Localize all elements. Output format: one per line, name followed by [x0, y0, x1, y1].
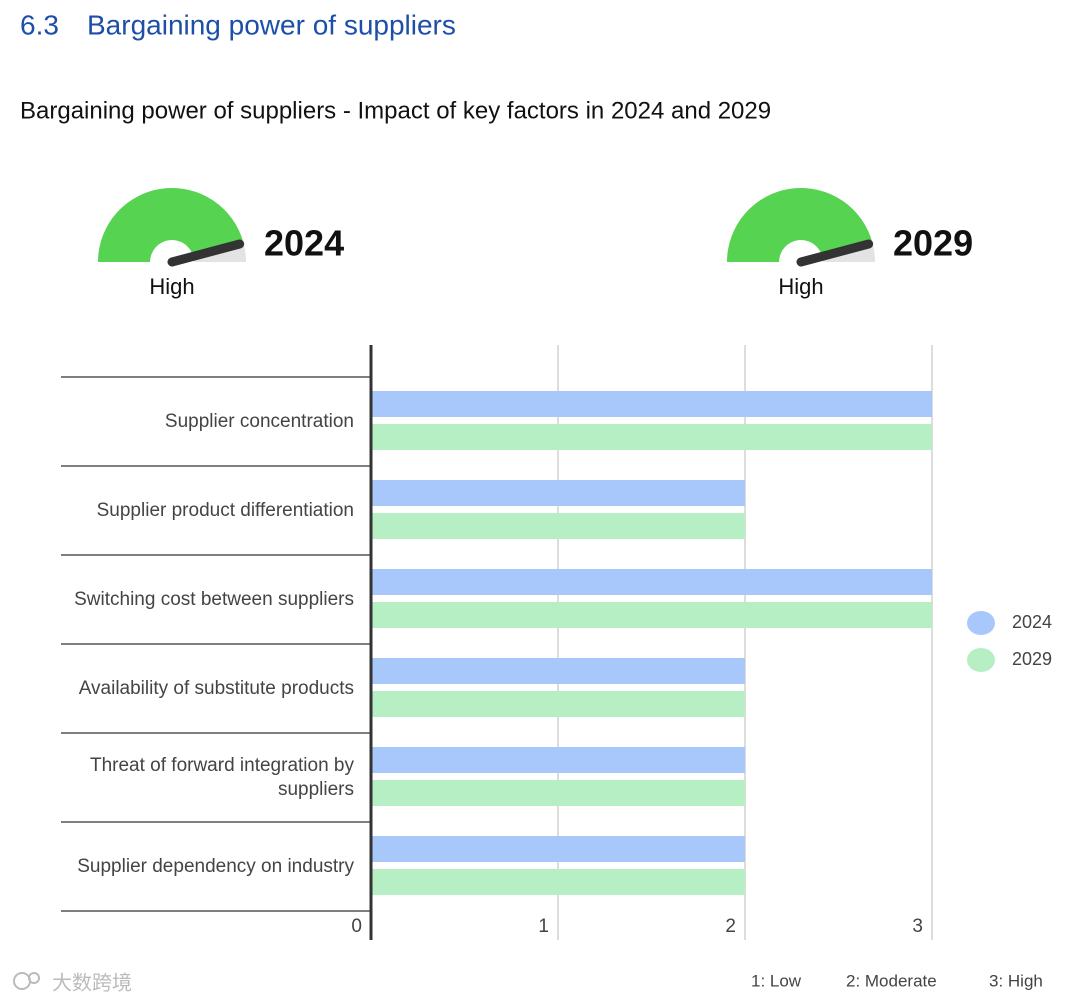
gauge-fill [727, 187, 873, 262]
y-tick-label: Supplier product differentiation [96, 499, 354, 521]
gauge-needle [796, 239, 874, 267]
y-tick-label: Availability of substitute products [78, 677, 354, 699]
scale-note: 1: Low [751, 971, 802, 990]
bar [371, 869, 745, 895]
y-tick-label: Supplier concentration [164, 410, 354, 432]
gauge-year: 2024 [264, 223, 344, 264]
x-tick-label: 2 [725, 916, 736, 937]
x-tick-label: 0 [351, 916, 362, 937]
x-tick-label: 3 [912, 916, 923, 937]
scale-note: 3: High [989, 971, 1043, 990]
bar [371, 424, 932, 450]
bar [371, 836, 745, 862]
watermark: 大数跨境 [52, 971, 132, 994]
watermark-logo [13, 972, 40, 990]
gauge-needle [167, 239, 245, 267]
legend-label: 2029 [1012, 649, 1052, 669]
legend-swatch [967, 611, 995, 635]
bar [371, 513, 745, 539]
gauge-year: 2029 [893, 223, 973, 264]
bar [371, 569, 932, 595]
y-tick-label: Supplier dependency on industry [77, 855, 354, 877]
gauge-level: High [778, 274, 823, 299]
y-tick-label: Switching cost between suppliers [74, 588, 354, 610]
bar [371, 658, 745, 684]
section-number: 6.3 [20, 9, 59, 40]
y-tick-label: Threat of forward integration by supplie… [89, 754, 354, 800]
legend-swatch [967, 648, 995, 672]
legend-label: 2024 [1012, 612, 1052, 632]
scale-note: 2: Moderate [846, 971, 937, 990]
bar [371, 391, 932, 417]
section-title: Bargaining power of suppliers [87, 9, 456, 40]
x-tick-label: 1 [538, 916, 549, 937]
gauge-fill [98, 187, 244, 262]
bar [371, 780, 745, 806]
bar [371, 747, 745, 773]
bar [371, 480, 745, 506]
chart-title: Bargaining power of suppliers - Impact o… [20, 97, 771, 124]
bar [371, 602, 932, 628]
bar [371, 691, 745, 717]
gauge-level: High [149, 274, 194, 299]
